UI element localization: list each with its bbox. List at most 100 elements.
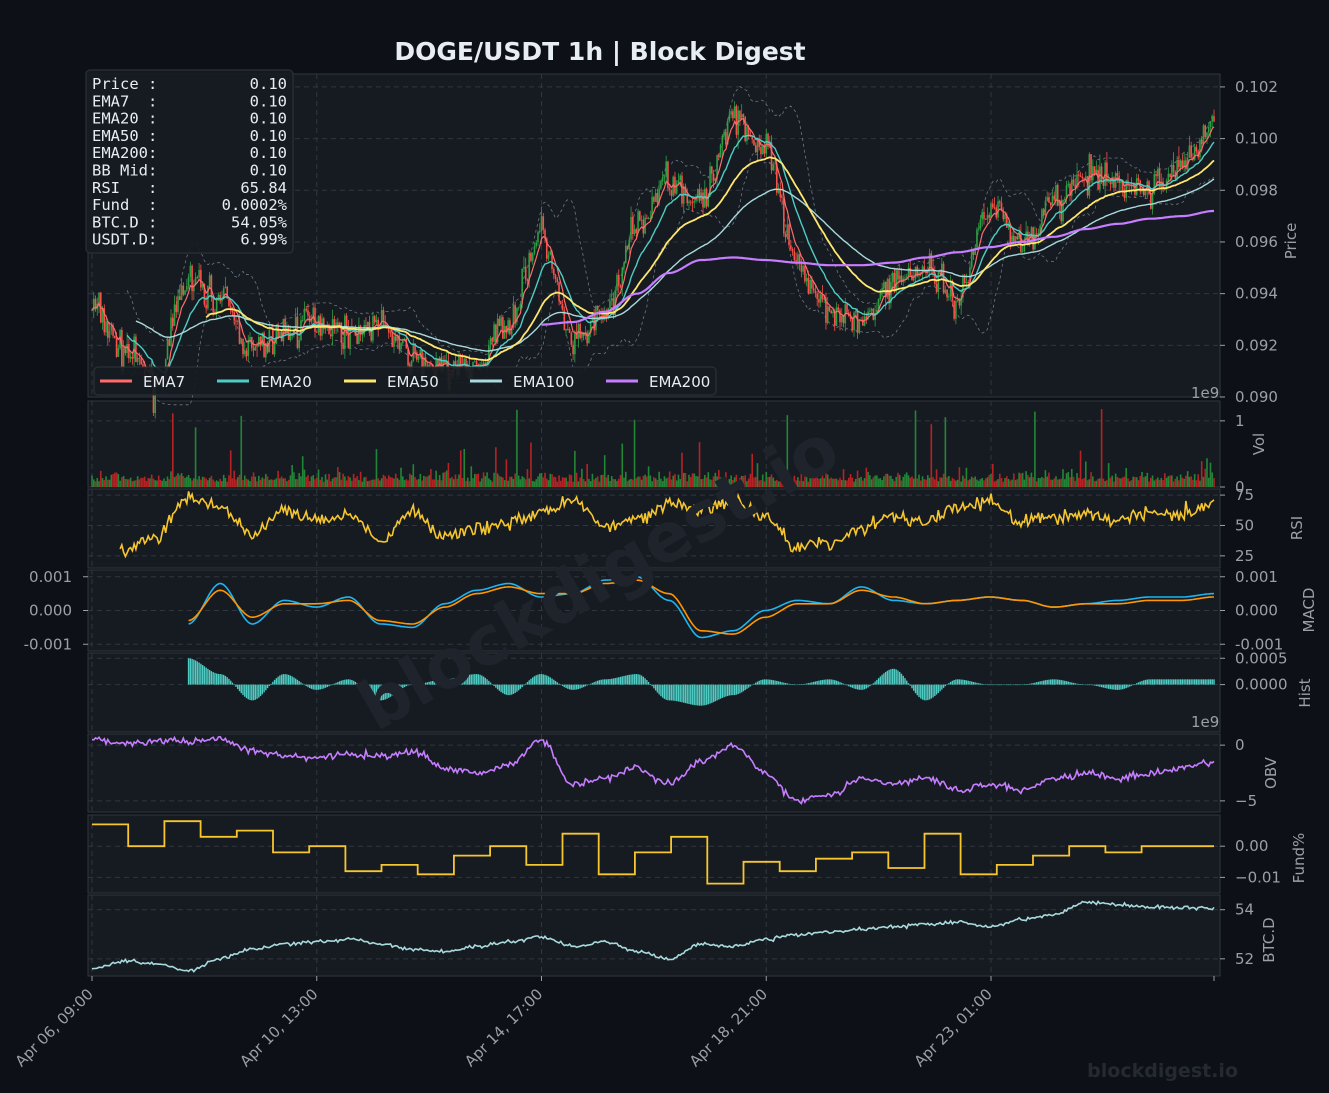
volume-bar xyxy=(277,470,279,487)
candle-body xyxy=(649,217,652,219)
hist-bar xyxy=(591,682,594,685)
volume-bar xyxy=(814,470,817,487)
volume-bar xyxy=(1172,481,1175,487)
candle-body xyxy=(1076,174,1078,189)
candle-body xyxy=(503,325,506,339)
hist-bar xyxy=(1099,684,1101,687)
volume-bar xyxy=(249,481,251,487)
candle-body xyxy=(189,265,192,277)
hist-bar xyxy=(196,661,199,685)
volume-bar xyxy=(451,476,453,487)
hist-bar xyxy=(1057,679,1059,685)
candle-body xyxy=(804,266,806,282)
candle-body xyxy=(1185,160,1187,170)
candle-body xyxy=(1178,159,1180,168)
volume-bar xyxy=(233,470,236,487)
candle-body xyxy=(663,176,666,178)
volume-bar xyxy=(723,480,725,487)
volume-bar xyxy=(1128,481,1131,487)
volume-bar xyxy=(955,480,957,487)
volume-bar xyxy=(331,478,334,487)
volume-bar xyxy=(475,474,478,487)
volume-bar xyxy=(779,481,782,487)
volume-bar xyxy=(907,475,910,487)
volume-bar xyxy=(1104,481,1106,487)
hist-bar xyxy=(1144,679,1147,685)
hist-bar xyxy=(294,678,297,685)
volume-bar xyxy=(517,475,520,487)
volume-bar xyxy=(675,480,678,487)
hist-bar xyxy=(1153,679,1156,685)
hist-bar xyxy=(941,684,943,690)
hist-bar xyxy=(1042,680,1045,685)
candle-body xyxy=(235,320,237,322)
hist-bar xyxy=(788,683,790,685)
hist-bar xyxy=(898,671,901,685)
hist-bar xyxy=(286,674,288,685)
candle-body xyxy=(423,357,425,374)
candle-body xyxy=(238,320,241,344)
volume-bar xyxy=(291,465,293,487)
candle-body xyxy=(934,273,936,284)
candle-body xyxy=(730,111,732,115)
volume-bar xyxy=(407,480,409,487)
candle-body xyxy=(1072,179,1075,185)
hist-bar xyxy=(226,677,228,685)
candle-body xyxy=(1018,231,1020,239)
hist-bar xyxy=(287,674,290,685)
hist-bar xyxy=(830,679,832,685)
candle-body xyxy=(1207,126,1210,133)
info-value: 0.10 xyxy=(250,127,287,145)
hist-bar xyxy=(1032,683,1034,685)
candle-body xyxy=(995,207,998,218)
candle-body xyxy=(823,298,825,300)
info-label: Price : xyxy=(92,75,157,93)
hist-bar xyxy=(983,684,985,685)
hist-bar xyxy=(970,681,973,685)
info-value: 0.10 xyxy=(250,92,287,110)
volume-bar xyxy=(1028,477,1031,487)
candle-body xyxy=(991,203,994,208)
candle-body xyxy=(136,357,139,363)
info-label: BB Mid: xyxy=(92,162,157,180)
volume-bar xyxy=(545,478,548,487)
candle-body xyxy=(944,289,947,293)
volume-bar xyxy=(556,481,559,487)
volume-bar xyxy=(528,478,531,487)
hist-bar xyxy=(345,679,348,685)
volume-bar xyxy=(435,470,437,487)
hist-bar xyxy=(719,684,722,699)
volume-bar xyxy=(1092,476,1094,487)
candle-body xyxy=(1042,209,1045,216)
candle-body xyxy=(1046,197,1048,201)
volume-bar xyxy=(805,475,808,487)
candle-body xyxy=(1167,173,1170,181)
volume-bar xyxy=(203,477,206,487)
volume-bar xyxy=(166,476,169,487)
hist-bar xyxy=(1044,680,1047,685)
hist-bar xyxy=(1137,682,1140,685)
volume-bar xyxy=(1014,480,1017,487)
volume-bar xyxy=(1120,478,1122,487)
hist-bar xyxy=(1204,679,1206,685)
volume-axis-label: Vol xyxy=(1250,433,1268,455)
hist-bar xyxy=(270,683,272,685)
volume-bar xyxy=(1095,480,1098,487)
volume-bar xyxy=(477,473,480,487)
y-tick-label: −0.01 xyxy=(1235,868,1281,886)
volume-bar xyxy=(493,472,495,487)
hist-bar xyxy=(1014,684,1017,686)
volume-bar xyxy=(322,481,325,487)
hist-bar xyxy=(1151,679,1154,685)
volume-bar xyxy=(914,410,917,487)
volume-bar xyxy=(1113,481,1115,487)
hist-bar xyxy=(827,679,829,685)
hist-bar xyxy=(300,682,302,685)
volume-bar xyxy=(1099,478,1101,487)
volume-bar xyxy=(1141,471,1143,487)
volume-bar xyxy=(568,474,571,487)
hist-bar xyxy=(582,684,585,688)
volume-bar xyxy=(437,479,439,487)
volume-bar xyxy=(456,478,459,487)
panel-volume xyxy=(87,400,1221,488)
